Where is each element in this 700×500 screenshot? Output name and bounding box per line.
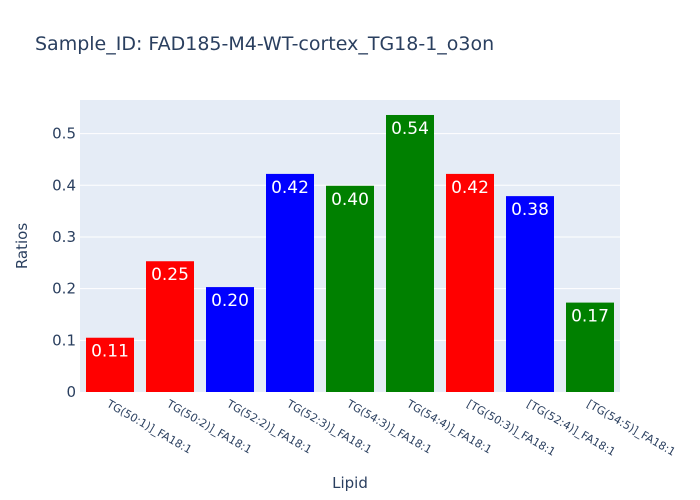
bar-value-label: 0.17 xyxy=(571,307,609,327)
bar-value-label: 0.42 xyxy=(271,178,309,198)
y-tick-label: 0.3 xyxy=(52,228,76,246)
bar-value-label: 0.25 xyxy=(151,265,189,285)
bar-value-label: 0.38 xyxy=(511,200,549,220)
x-axis-title: Lipid xyxy=(332,474,368,492)
y-tick-label: 0.1 xyxy=(52,331,76,349)
y-tick-label: 0 xyxy=(66,383,76,401)
bar-value-label: 0.11 xyxy=(91,342,129,362)
bar-value-label: 0.54 xyxy=(391,119,429,139)
bars xyxy=(86,114,614,392)
bar-value-label: 0.40 xyxy=(331,190,369,210)
bar xyxy=(386,114,434,392)
bar xyxy=(206,287,254,392)
bar xyxy=(566,302,614,392)
data-labels: 0.11 0.25 0.20 0.42 0.40 0.54 0.42 0.38 0.17 xyxy=(91,119,609,362)
bar xyxy=(446,173,494,392)
y-tick-label: 0.5 xyxy=(52,125,76,143)
bar xyxy=(86,337,134,392)
bar-value-label: 0.20 xyxy=(211,291,249,311)
bar xyxy=(266,173,314,392)
bar xyxy=(326,185,374,392)
y-tick-label: 0.4 xyxy=(52,176,76,194)
chart-title: Sample_ID: FAD185-M4-WT-cortex_TG18-1_o3… xyxy=(35,33,494,55)
y-axis-title: Ratios xyxy=(13,223,31,270)
y-axis-ticks: 0 0.1 0.2 0.3 0.4 0.5 xyxy=(52,125,76,401)
bar xyxy=(146,261,194,392)
y-tick-label: 0.2 xyxy=(52,280,76,298)
bar-value-label: 0.42 xyxy=(451,178,489,198)
bar xyxy=(506,196,554,392)
